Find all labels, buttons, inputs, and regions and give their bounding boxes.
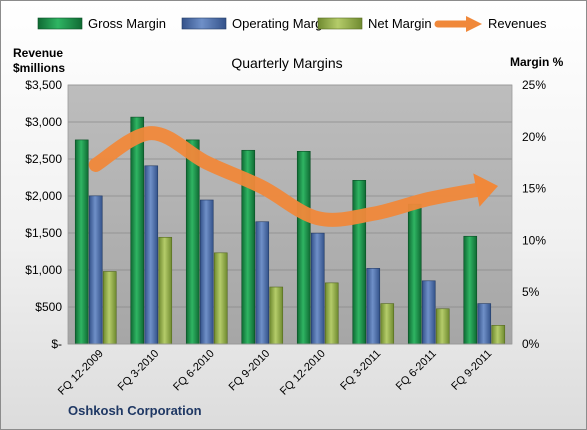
x-tick-label: FQ 9-2010 — [227, 348, 273, 394]
right-tick-label: 0% — [522, 337, 540, 351]
right-axis-label: Margin % — [510, 55, 564, 69]
right-tick-label: 10% — [522, 233, 546, 247]
left-axis-label-line2: $millions — [13, 61, 65, 75]
bar-gross-margin — [185, 139, 200, 345]
legend-label-revenues: Revenues — [488, 16, 547, 31]
bar-operating-margin — [88, 195, 103, 345]
left-tick-label: $2,500 — [25, 152, 62, 166]
x-tick-label: FQ 3-2010 — [116, 348, 162, 394]
left-tick-label: $500 — [35, 300, 62, 314]
bar-operating-margin — [199, 199, 214, 345]
bar-net-margin — [380, 303, 395, 345]
bar-net-margin — [324, 282, 339, 345]
legend-label-operating-margin: Operating Margin — [232, 16, 332, 31]
legend-swatch-net-margin — [317, 17, 363, 30]
bar-net-margin — [102, 271, 117, 345]
legend-item-net-margin: Net Margin — [317, 16, 432, 31]
legend-arrow-revenues — [466, 16, 482, 32]
bar-net-margin — [158, 236, 173, 345]
left-tick-label: $1,000 — [25, 263, 62, 277]
bar-operating-margin — [310, 232, 325, 345]
right-tick-label: 15% — [522, 182, 546, 196]
revenue-line-path — [88, 126, 492, 227]
left-tick-label: $3,500 — [25, 78, 62, 92]
left-axis-label-line1: Revenue — [13, 46, 63, 60]
bar-operating-margin — [255, 221, 270, 345]
footer-company: Oshkosh Corporation — [68, 403, 202, 418]
bar-gross-margin — [463, 235, 478, 345]
legend-item-operating-margin: Operating Margin — [181, 16, 332, 31]
bar-net-margin — [213, 252, 228, 345]
bars — [74, 116, 506, 345]
bar-gross-margin — [352, 180, 367, 345]
right-tick-label: 5% — [522, 285, 540, 299]
chart-title: Quarterly Margins — [231, 55, 342, 71]
left-tick-label: $3,000 — [25, 115, 62, 129]
x-tick-label: FQ 6-2011 — [394, 348, 439, 393]
bar-gross-margin — [296, 151, 311, 345]
bar-operating-margin — [366, 268, 381, 345]
left-tick-label: $2,000 — [25, 189, 62, 203]
plot-border — [67, 84, 513, 345]
legend-label-gross-margin: Gross Margin — [88, 16, 166, 31]
x-tick-label: FQ 9-2011 — [449, 348, 494, 393]
legend-item-revenues: Revenues — [434, 16, 547, 32]
bar-gross-margin — [407, 203, 422, 345]
legend-swatch-operating-margin — [181, 17, 227, 30]
x-tick-label: FQ 6-2010 — [171, 348, 217, 394]
left-axis-ticks: $- $500 $1,000 $1,500 $2,000 $2,500 $3,000 $3,5… — [25, 78, 62, 351]
x-tick-label: FQ 12-2010 — [278, 348, 328, 398]
x-axis-ticks: FQ 12-2009 FQ 3-2010 FQ 6-2010 FQ 9-2010 FQ … — [56, 348, 494, 398]
left-tick-label: $- — [51, 337, 62, 351]
legend-label-net-margin: Net Margin — [368, 16, 432, 31]
bar-net-margin — [491, 325, 506, 345]
bar-operating-margin — [144, 165, 159, 345]
left-tick-label: $1,500 — [25, 226, 62, 240]
right-axis-ticks: 0% 5% 10% 15% 20% 25% — [522, 78, 546, 351]
bar-operating-margin — [477, 303, 492, 345]
x-tick-label: FQ 3-2011 — [338, 348, 383, 393]
legend-swatch-gross-margin — [37, 17, 83, 30]
legend-item-gross-margin: Gross Margin — [37, 16, 166, 31]
revenue-line — [88, 126, 499, 227]
legend: Gross Margin Operating Margin Net Margin… — [37, 16, 547, 32]
bar-net-margin — [269, 286, 284, 345]
x-tick-label: FQ 12-2009 — [56, 348, 106, 398]
right-tick-label: 20% — [522, 130, 546, 144]
right-tick-label: 25% — [522, 78, 546, 92]
bar-operating-margin — [421, 280, 436, 345]
bar-gross-margin — [74, 139, 89, 345]
revenue-line-arrowhead — [473, 173, 499, 207]
bar-net-margin — [435, 308, 450, 345]
bar-gross-margin — [130, 116, 145, 345]
